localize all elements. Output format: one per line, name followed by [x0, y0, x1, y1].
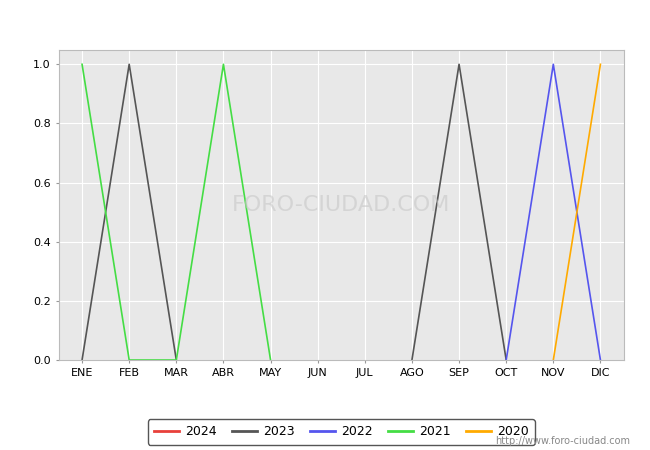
2023: [125, 62, 133, 67]
2023: [78, 357, 86, 363]
Text: Matriculaciones de Vehiculos en Puras: Matriculaciones de Vehiculos en Puras: [166, 11, 484, 29]
Line: 2023: 2023: [82, 64, 176, 360]
2021: [266, 357, 274, 363]
2023: [172, 357, 180, 363]
Line: 2022: 2022: [506, 64, 601, 360]
2021: [125, 357, 133, 363]
2021: [220, 62, 228, 67]
Line: 2021: 2021: [82, 64, 270, 360]
2022: [549, 62, 557, 67]
2021: [78, 62, 86, 67]
Legend: 2024, 2023, 2022, 2021, 2020: 2024, 2023, 2022, 2021, 2020: [148, 419, 535, 445]
Text: FORO-CIUDAD.COM: FORO-CIUDAD.COM: [232, 195, 450, 215]
2021: [172, 357, 180, 363]
2022: [597, 357, 604, 363]
Text: http://www.foro-ciudad.com: http://www.foro-ciudad.com: [495, 436, 630, 446]
2022: [502, 357, 510, 363]
